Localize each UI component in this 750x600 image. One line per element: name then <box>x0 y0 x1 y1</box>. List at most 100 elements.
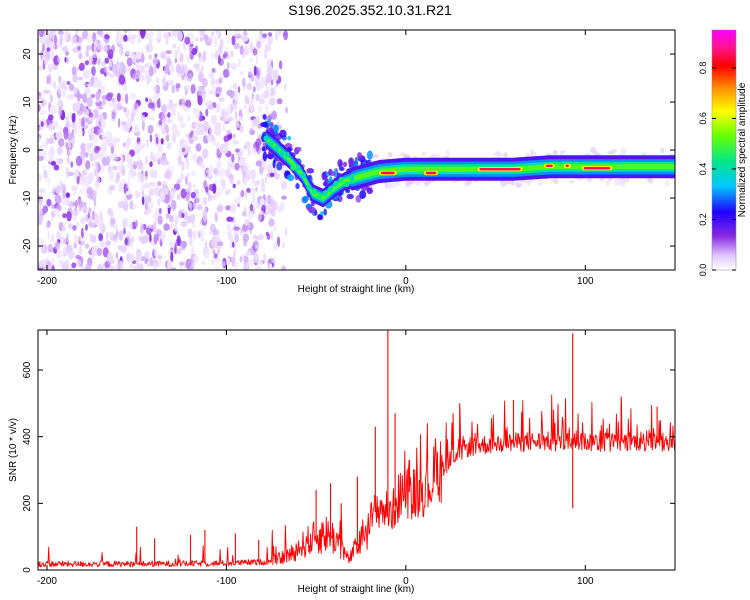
noise-speckle <box>167 119 173 124</box>
spectrogram-x-tick-label: 0 <box>403 276 409 287</box>
transition-blob <box>353 161 359 167</box>
noise-speckle <box>51 204 56 210</box>
noise-speckle <box>213 36 218 44</box>
noise-speckle <box>273 242 279 251</box>
track-halo <box>415 181 421 186</box>
track-blob <box>338 176 344 183</box>
noise-speckle <box>259 165 264 175</box>
noise-speckle <box>239 226 242 236</box>
noise-speckle <box>165 125 170 134</box>
noise-speckle <box>131 52 137 63</box>
noise-speckle <box>215 93 220 98</box>
noise-speckle <box>203 207 207 213</box>
noise-speckle <box>232 82 238 90</box>
noise-speckle <box>42 43 46 52</box>
noise-speckle <box>68 223 73 229</box>
track-halo <box>559 150 565 156</box>
noise-speckle <box>108 61 113 68</box>
noise-speckle <box>247 145 251 157</box>
noise-speckle <box>241 35 249 42</box>
noise-speckle <box>65 172 69 179</box>
noise-speckle <box>265 231 269 237</box>
noise-speckle <box>193 254 200 264</box>
noise-speckle <box>124 30 128 34</box>
noise-speckle <box>129 200 134 210</box>
transition-blob <box>348 157 354 167</box>
noise-speckle <box>242 223 248 232</box>
track-halo <box>526 179 531 186</box>
noise-speckle <box>48 177 51 187</box>
noise-speckle <box>111 63 118 74</box>
colorbar-tick-label: 0.2 <box>698 213 708 226</box>
snr-spikes <box>136 330 658 564</box>
noise-speckle <box>44 36 50 46</box>
noise-speckle <box>105 240 112 246</box>
noise-speckle <box>69 200 74 209</box>
noise-speckle <box>195 37 199 42</box>
noise-speckle <box>186 55 191 63</box>
noise-speckle <box>144 202 149 211</box>
noise-speckle <box>229 174 234 185</box>
track-halo <box>503 152 508 158</box>
noise-speckle <box>97 129 104 134</box>
noise-speckle <box>264 176 268 184</box>
noise-speckle <box>232 218 237 227</box>
colorbar-tick-label: 0.6 <box>698 112 708 125</box>
noise-speckle <box>92 206 97 211</box>
noise-speckle <box>245 260 249 270</box>
noise-speckle <box>189 249 195 255</box>
transition-blob <box>287 136 292 141</box>
noise-speckle <box>163 194 170 204</box>
noise-speckle <box>85 215 92 223</box>
noise-speckle <box>66 81 71 85</box>
noise-speckle <box>138 251 142 263</box>
noise-speckle <box>249 203 254 212</box>
transition-blob <box>267 118 271 125</box>
noise-speckle <box>203 121 209 127</box>
noise-speckle <box>63 129 69 140</box>
noise-speckle <box>124 65 131 73</box>
noise-speckle <box>146 260 151 268</box>
transition-blob <box>322 181 327 187</box>
noise-speckle <box>42 214 45 222</box>
noise-speckle <box>146 77 150 86</box>
snr-x-tick-label: -200 <box>37 576 57 587</box>
noise-speckle <box>88 112 94 118</box>
noise-speckle <box>223 51 229 58</box>
transition-blob <box>305 204 312 208</box>
noise-speckle <box>118 230 124 241</box>
transition-blob <box>284 170 291 176</box>
track-halo <box>553 179 559 185</box>
noise-speckle <box>153 262 157 270</box>
colorbar-tick-label: 0.4 <box>698 163 708 176</box>
noise-speckle <box>184 175 188 185</box>
noise-speckle <box>126 137 132 147</box>
noise-speckle <box>118 38 122 46</box>
noise-speckle <box>57 30 65 36</box>
noise-speckle <box>261 177 264 187</box>
noise-speckle <box>200 237 205 242</box>
noise-speckle <box>143 234 149 243</box>
noise-speckle <box>122 217 129 228</box>
track-blob <box>263 135 269 142</box>
noise-speckle <box>226 188 232 194</box>
track-blob <box>268 139 274 146</box>
noise-speckle <box>51 233 55 243</box>
noise-speckle <box>152 58 159 65</box>
noise-speckle <box>157 215 163 226</box>
noise-speckle <box>192 229 197 241</box>
noise-speckle <box>226 223 231 231</box>
noise-speckle <box>71 128 75 138</box>
noise-speckle <box>54 194 62 205</box>
noise-speckle <box>195 67 201 73</box>
transition-blob <box>359 190 367 199</box>
noise-speckle <box>189 265 193 270</box>
noise-speckle <box>99 210 103 221</box>
noise-speckle <box>108 49 114 60</box>
noise-speckle <box>80 143 87 152</box>
noise-speckle <box>205 186 209 193</box>
noise-speckle <box>41 258 48 267</box>
spectrogram-y-axis-label: Frequency (Hz) <box>8 116 19 185</box>
track-halo <box>530 151 537 157</box>
noise-speckle <box>47 230 50 240</box>
